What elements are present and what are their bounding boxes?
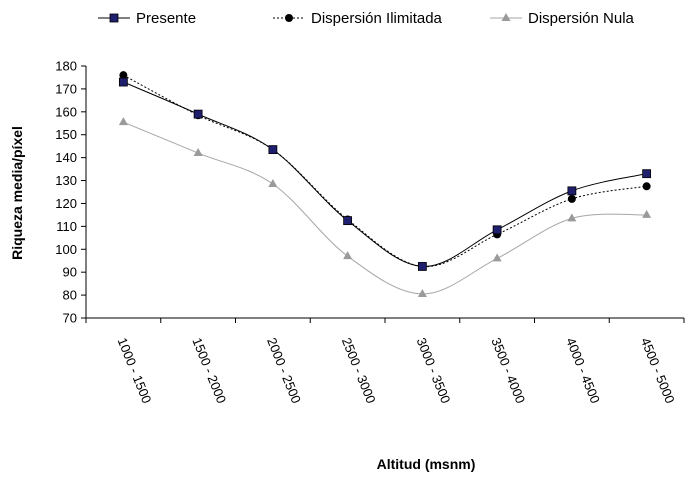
y-tick-label: 160: [55, 104, 77, 119]
data-point: [492, 225, 502, 235]
legend-label: Dispersión Nula: [528, 10, 635, 27]
y-axis: 70 80 90 100 110 120 130 140 150 160 170 180: [55, 59, 87, 326]
y-tick-label: 90: [63, 265, 77, 280]
series-layer: [118, 71, 652, 297]
data-point: [268, 145, 278, 155]
legend-item: Dispersión Ilimitada: [273, 10, 443, 27]
y-tick-label: 140: [55, 150, 77, 165]
y-tick-label: 110: [56, 219, 77, 234]
legend-item: Presente: [98, 10, 196, 27]
data-point: [417, 288, 427, 297]
legend: Presente Dispersión Ilimitada Dispersión N…: [98, 10, 635, 27]
y-tick-label: 150: [55, 127, 77, 142]
series-0: [118, 77, 652, 271]
data-point: [567, 213, 577, 222]
x-tick-label: 2000 - 2500: [264, 336, 304, 406]
data-point: [567, 186, 577, 196]
data-point: [567, 194, 576, 203]
x-tick-label: 4000 - 4500: [563, 336, 603, 406]
x-tick-label: 3000 - 3500: [414, 336, 454, 406]
series-line: [123, 81, 647, 267]
x-tick-label: 1500 - 2000: [189, 336, 229, 406]
data-point: [417, 262, 427, 271]
x-tick-label: 1000 - 1500: [115, 336, 155, 406]
legend-marker: [285, 14, 293, 22]
y-tick-label: 130: [55, 173, 77, 188]
legend-marker: [109, 13, 119, 23]
data-point: [343, 251, 353, 260]
y-axis-title: Riqueza media/píxel: [9, 126, 25, 260]
legend-marker: [501, 13, 511, 21]
data-point: [492, 253, 502, 262]
data-point: [642, 182, 651, 191]
legend-item: Dispersión Nula: [490, 10, 635, 27]
data-point: [118, 117, 128, 126]
data-point: [193, 148, 203, 157]
data-point: [268, 178, 278, 187]
y-tick-label: 120: [55, 196, 77, 211]
y-tick-label: 80: [63, 288, 77, 303]
y-tick-label: 70: [63, 311, 77, 326]
data-point: [193, 109, 203, 119]
data-point: [119, 71, 128, 80]
x-tick-label: 4500 - 5000: [638, 336, 678, 406]
series-1: [119, 71, 651, 271]
x-axis: 1000 - 1500 1500 - 2000 2000 - 2500 2500 - …: [85, 317, 685, 406]
legend-label: Presente: [136, 10, 196, 27]
data-point: [343, 216, 353, 226]
series-2: [118, 117, 652, 297]
y-tick-label: 170: [55, 81, 77, 96]
x-tick-label: 3500 - 4000: [488, 336, 528, 406]
y-tick-label: 100: [55, 242, 77, 257]
y-tick-label: 180: [55, 59, 77, 74]
series-line: [123, 121, 647, 295]
data-point: [642, 209, 652, 218]
data-point: [118, 77, 128, 87]
series-line: [123, 74, 647, 267]
data-point: [642, 169, 652, 179]
x-axis-title: Altitud (msnm): [377, 456, 476, 472]
x-tick-label: 2500 - 3000: [339, 336, 379, 406]
legend-label: Dispersión Ilimitada: [311, 10, 443, 27]
